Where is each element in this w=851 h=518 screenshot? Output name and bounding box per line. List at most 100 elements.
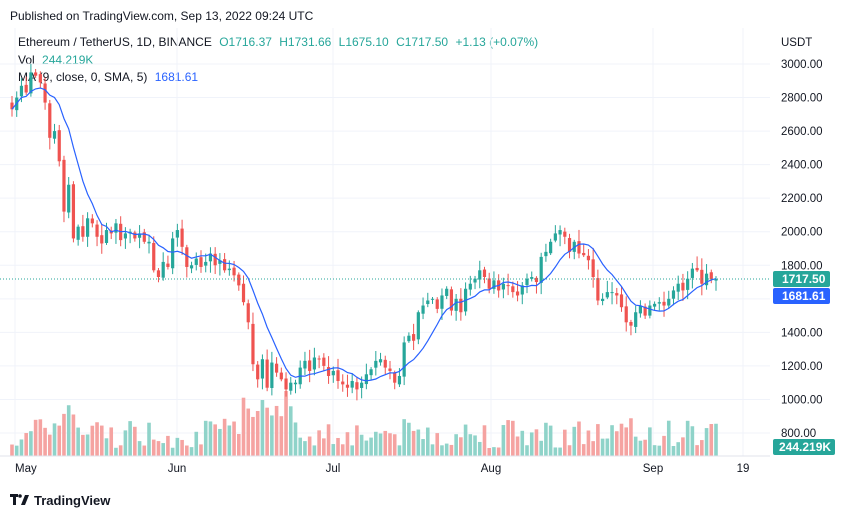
price-tick-label: 2000.00: [781, 227, 823, 239]
candle-body: [553, 233, 557, 241]
candle-body: [270, 362, 274, 388]
candle-body: [76, 226, 80, 240]
volume-bar: [704, 428, 709, 456]
ma-label[interactable]: MA (9, close, 0, SMA, 5): [18, 70, 148, 84]
candle-body: [142, 232, 146, 242]
candle-body: [57, 130, 61, 162]
time-axis: May Jun Jul Aug Sep 19: [15, 463, 749, 475]
volume-bar: [648, 427, 652, 456]
candle-body: [237, 274, 241, 286]
candle-body: [194, 258, 198, 265]
candle-body: [218, 260, 222, 264]
volume-bar: [293, 422, 298, 456]
volume-bar: [340, 444, 345, 456]
candle-body: [454, 298, 458, 311]
tradingview-brand[interactable]: TradingView: [10, 493, 110, 509]
volume-bar: [539, 440, 543, 456]
volume-bars: [10, 390, 718, 456]
price-badge: 1717.50: [773, 271, 830, 288]
volume-bar: [161, 443, 165, 456]
low-value: L1675.10: [338, 35, 389, 49]
volume-bar: [76, 427, 80, 456]
volume-bar: [596, 424, 600, 456]
volume-bar: [378, 433, 383, 456]
volume-bar: [336, 437, 340, 456]
volume-bar: [487, 447, 492, 456]
ma-value: 1681.61: [154, 70, 199, 84]
candle-body: [520, 285, 524, 295]
volume-bar: [529, 432, 534, 456]
candle-body: [85, 218, 90, 237]
candle-body: [482, 269, 487, 278]
candle-body: [648, 305, 652, 316]
candle-body: [525, 278, 529, 286]
currency-label: USDT: [781, 37, 812, 49]
volume-bar: [407, 422, 411, 456]
volume-bar: [577, 421, 581, 456]
candle-body: [274, 363, 279, 373]
volume-bar: [331, 444, 336, 456]
volume-bar: [435, 433, 440, 456]
candle-body: [681, 282, 685, 291]
volume-bar: [421, 439, 425, 456]
volume-bar: [553, 447, 558, 456]
volume-bar: [81, 434, 85, 456]
candle-body: [123, 233, 127, 239]
candle-body: [506, 285, 510, 287]
volume-bar: [600, 438, 605, 456]
candle-body: [204, 261, 208, 266]
candle-body: [265, 359, 269, 388]
candle-body: [166, 263, 170, 267]
candle-body: [369, 369, 373, 376]
price-tick-label: 800.00: [781, 428, 816, 440]
volume-bar: [218, 428, 222, 456]
candle-body: [638, 305, 643, 314]
volume-bar: [563, 429, 567, 456]
volume-bar: [232, 421, 236, 456]
volume-bar: [624, 427, 629, 456]
candle-body: [67, 184, 71, 213]
volume-bar: [307, 436, 312, 456]
candle-body: [610, 292, 614, 294]
candle-body: [686, 278, 690, 290]
price-tick-label: 1400.00: [781, 327, 823, 339]
candle-body: [137, 233, 142, 238]
volume-bar: [156, 441, 161, 456]
volume-bar: [95, 422, 99, 456]
volume-bar: [492, 447, 496, 456]
candle-body: [690, 268, 694, 278]
price-tick-label: 3000.00: [781, 59, 823, 71]
volume-bar: [392, 434, 397, 456]
price-tick-label: 2200.00: [781, 193, 823, 205]
symbol-label[interactable]: Ethereum / TetherUS, 1D, BINANCE: [18, 35, 212, 49]
candle-body: [81, 226, 85, 237]
volume-bar: [662, 435, 666, 456]
candle-body: [704, 273, 709, 286]
volume-badge-value: 244.219K: [779, 440, 831, 454]
candle-body: [397, 375, 402, 385]
volume-bar: [85, 434, 90, 456]
candle-body: [24, 84, 28, 93]
volume-bar: [449, 444, 454, 456]
volume-bar: [255, 411, 260, 456]
candle-body: [539, 256, 543, 283]
volume-bar: [681, 437, 685, 456]
volume-bar: [128, 421, 132, 456]
volume-bar: [690, 426, 695, 456]
volume-bar: [175, 437, 180, 456]
candle-body: [714, 279, 718, 281]
high-value: H1731.66: [279, 35, 332, 49]
candle-body: [402, 342, 406, 377]
candle-body: [473, 278, 477, 283]
candle-body: [426, 300, 430, 305]
candle-body: [700, 269, 704, 284]
volume-bar: [364, 440, 369, 456]
tradingview-logo-icon: [10, 494, 30, 509]
volume-bar: [38, 419, 43, 456]
price-tick-label: 2600.00: [781, 126, 823, 138]
candle-body: [492, 280, 496, 289]
volume-bar: [610, 425, 614, 456]
volume-bar: [463, 424, 468, 456]
volume-bar: [511, 420, 515, 456]
